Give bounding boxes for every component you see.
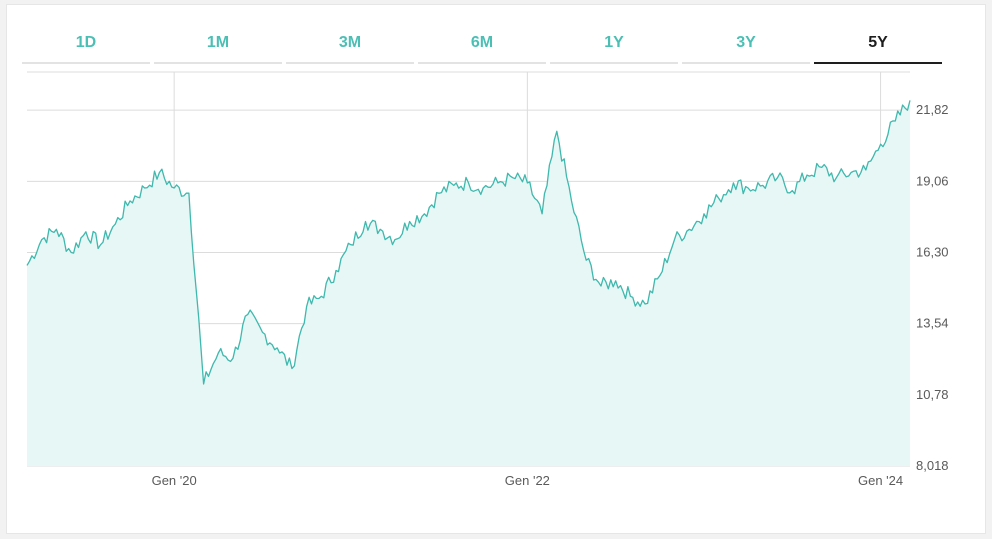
y-tick-label: 19,06 (916, 173, 949, 188)
y-tick-label: 13,54 (916, 316, 949, 331)
x-tick-label: Gen '24 (858, 473, 903, 488)
y-tick-label: 21,82 (916, 102, 949, 117)
x-tick-label: Gen '20 (152, 473, 197, 488)
y-tick-label: 8,018 (916, 458, 949, 473)
area-fill (27, 100, 910, 467)
x-axis-labels: Gen '20 Gen '22 Gen '24 (152, 473, 904, 488)
range-tabs: 1D 1M 3M 6M 1Y 3Y 5Y (22, 24, 942, 68)
x-tick-label: Gen '22 (505, 473, 550, 488)
tab-1m[interactable]: 1M (154, 24, 282, 64)
y-tick-label: 10,78 (916, 387, 949, 402)
tab-1y[interactable]: 1Y (550, 24, 678, 64)
y-axis-labels: 21,82 19,06 16,30 13,54 10,78 8,018 (916, 102, 949, 473)
tab-6m[interactable]: 6M (418, 24, 546, 64)
tab-5y[interactable]: 5Y (814, 24, 942, 64)
tab-3y[interactable]: 3Y (682, 24, 810, 64)
price-line[interactable] (26, 100, 911, 385)
y-tick-label: 16,30 (916, 244, 949, 259)
tab-1d[interactable]: 1D (22, 24, 150, 64)
tab-3m[interactable]: 3M (286, 24, 414, 64)
